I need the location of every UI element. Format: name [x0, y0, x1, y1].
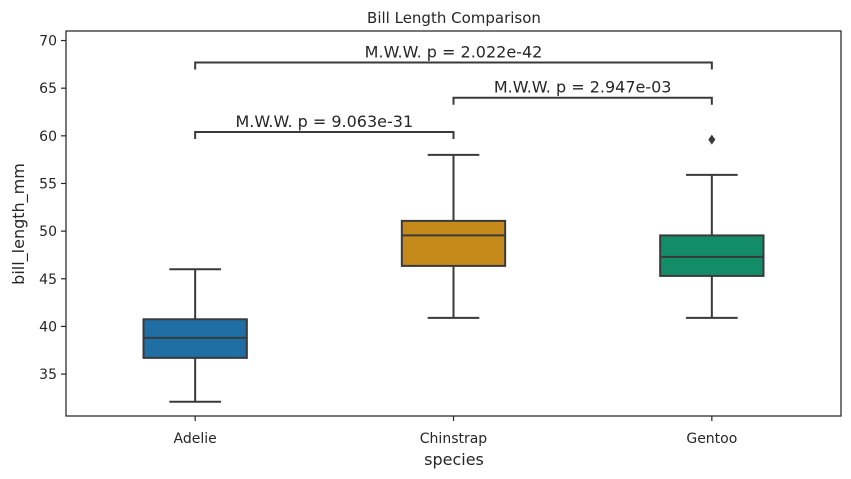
significance-label: M.W.W. p = 9.063e-31 — [236, 112, 414, 131]
x-tick-label: Chinstrap — [420, 431, 488, 447]
y-tick-label: 70 — [39, 34, 57, 50]
box-gentoo — [659, 234, 765, 277]
y-tick-label: 35 — [39, 367, 57, 383]
outlier-point — [708, 134, 716, 145]
x-axis-label: species — [424, 450, 484, 469]
y-axis-label: bill_length_mm — [9, 163, 29, 285]
chart-title: Bill Length Comparison — [367, 9, 541, 27]
significance-label: M.W.W. p = 2.022e-42 — [365, 42, 543, 61]
x-tick-label: Gentoo — [686, 431, 737, 447]
y-tick-label: 40 — [39, 319, 57, 335]
significance-bracket — [194, 131, 455, 140]
y-tick-label: 55 — [39, 176, 57, 192]
y-tick-label: 45 — [39, 272, 57, 288]
significance-label: M.W.W. p = 2.947e-03 — [494, 78, 672, 97]
plot-frame — [65, 30, 842, 417]
plot-area: 35 40 45 50 55 60 65 70 Adelie Chinstrap Gentoo M.W… — [39, 34, 765, 447]
box-chinstrap — [400, 219, 507, 267]
significance-bracket — [452, 96, 713, 105]
y-tick-label: 65 — [39, 81, 57, 97]
y-tick-label: 60 — [39, 129, 57, 145]
y-tick-label: 50 — [39, 224, 57, 240]
x-tick-label: Adelie — [174, 431, 217, 447]
significance-bracket — [194, 61, 713, 70]
